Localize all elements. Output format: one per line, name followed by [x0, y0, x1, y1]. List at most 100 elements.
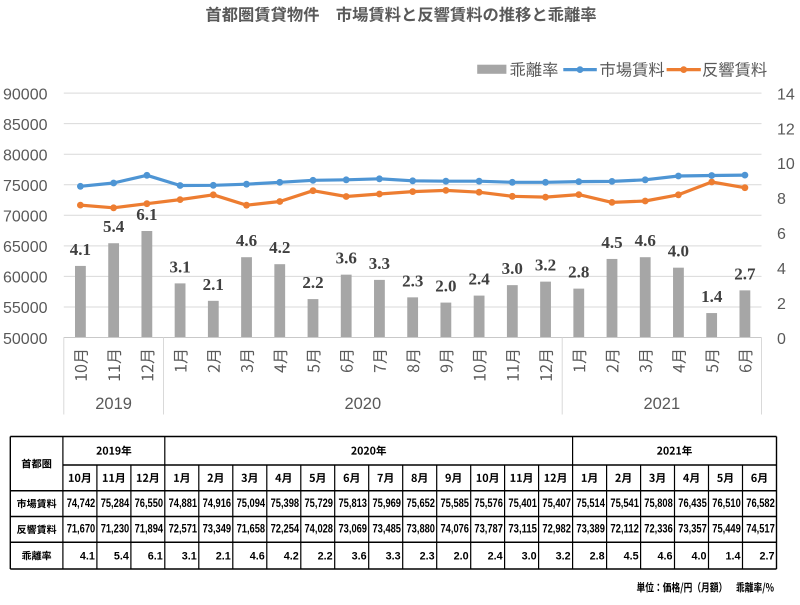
- svg-text:75,585: 75,585: [441, 498, 470, 510]
- svg-text:2.8: 2.8: [590, 551, 605, 563]
- svg-text:76,550: 76,550: [135, 498, 164, 510]
- svg-text:73,389: 73,389: [576, 524, 605, 536]
- svg-text:4.0: 4.0: [691, 551, 706, 563]
- svg-text:75,969: 75,969: [373, 498, 402, 510]
- svg-text:75,652: 75,652: [407, 498, 436, 510]
- svg-text:75,541: 75,541: [610, 498, 639, 510]
- svg-text:75,284: 75,284: [101, 498, 130, 510]
- svg-text:75,407: 75,407: [542, 498, 571, 510]
- svg-text:2.2: 2.2: [302, 273, 323, 292]
- svg-text:4.1: 4.1: [70, 240, 91, 259]
- svg-text:3.6: 3.6: [336, 249, 357, 268]
- svg-text:74,517: 74,517: [746, 524, 775, 536]
- svg-text:80000: 80000: [3, 148, 48, 165]
- svg-text:73,357: 73,357: [678, 524, 707, 536]
- svg-text:73,485: 73,485: [373, 524, 402, 536]
- svg-text:2.1: 2.1: [203, 275, 224, 294]
- svg-text:74,881: 74,881: [169, 498, 198, 510]
- svg-text:1.4: 1.4: [701, 287, 723, 306]
- svg-text:75,729: 75,729: [305, 498, 334, 510]
- svg-text:73,787: 73,787: [474, 524, 503, 536]
- svg-text:73,349: 73,349: [203, 524, 232, 536]
- svg-text:75,401: 75,401: [508, 498, 537, 510]
- svg-text:76,435: 76,435: [678, 498, 707, 510]
- svg-text:72,571: 72,571: [169, 524, 198, 536]
- svg-text:3.3: 3.3: [369, 254, 390, 273]
- svg-text:6.1: 6.1: [136, 205, 157, 224]
- svg-text:76,582: 76,582: [746, 498, 775, 510]
- svg-text:4.6: 4.6: [657, 551, 672, 563]
- svg-text:72,982: 72,982: [542, 524, 571, 536]
- svg-text:71,658: 71,658: [237, 524, 266, 536]
- svg-text:55000: 55000: [3, 300, 48, 317]
- svg-text:3.0: 3.0: [522, 551, 537, 563]
- svg-text:8: 8: [777, 191, 786, 208]
- svg-text:74,916: 74,916: [203, 498, 232, 510]
- svg-text:6: 6: [777, 226, 786, 243]
- svg-text:74,076: 74,076: [441, 524, 470, 536]
- svg-text:10: 10: [777, 156, 795, 173]
- svg-text:4.2: 4.2: [269, 238, 290, 257]
- svg-text:6.1: 6.1: [148, 551, 163, 563]
- svg-text:74,742: 74,742: [67, 498, 96, 510]
- svg-text:2.3: 2.3: [420, 551, 435, 563]
- svg-text:75,398: 75,398: [271, 498, 300, 510]
- svg-text:4.1: 4.1: [80, 551, 95, 563]
- svg-text:2.7: 2.7: [734, 264, 756, 283]
- svg-text:4.5: 4.5: [601, 233, 622, 252]
- svg-text:60000: 60000: [3, 270, 48, 287]
- svg-text:0: 0: [777, 331, 786, 348]
- svg-text:2.4: 2.4: [488, 551, 503, 563]
- svg-text:71,230: 71,230: [101, 524, 130, 536]
- svg-text:5.4: 5.4: [114, 551, 129, 563]
- svg-text:70000: 70000: [3, 209, 48, 226]
- svg-text:4.6: 4.6: [250, 551, 265, 563]
- svg-text:75,094: 75,094: [237, 498, 266, 510]
- svg-text:3.2: 3.2: [556, 551, 571, 563]
- svg-text:72,112: 72,112: [610, 524, 639, 536]
- svg-text:2.0: 2.0: [435, 277, 456, 296]
- svg-text:50000: 50000: [3, 331, 48, 348]
- svg-text:2.0: 2.0: [454, 551, 469, 563]
- svg-text:75,576: 75,576: [474, 498, 503, 510]
- svg-text:2.1: 2.1: [216, 551, 231, 563]
- svg-text:3.3: 3.3: [386, 551, 401, 563]
- svg-text:75000: 75000: [3, 178, 48, 195]
- svg-text:75,808: 75,808: [644, 498, 673, 510]
- svg-text:85000: 85000: [3, 117, 48, 134]
- svg-text:73,880: 73,880: [407, 524, 436, 536]
- svg-text:2: 2: [777, 296, 786, 313]
- svg-text:1.4: 1.4: [725, 551, 740, 563]
- svg-text:2.2: 2.2: [318, 551, 333, 563]
- svg-text:4.5: 4.5: [624, 551, 639, 563]
- svg-text:73,115: 73,115: [508, 524, 537, 536]
- svg-text:3.6: 3.6: [352, 551, 367, 563]
- svg-text:74,028: 74,028: [305, 524, 334, 536]
- svg-text:72,336: 72,336: [644, 524, 673, 536]
- svg-text:14: 14: [777, 86, 795, 103]
- svg-text:90000: 90000: [3, 86, 48, 103]
- svg-text:65000: 65000: [3, 239, 48, 256]
- svg-text:3.2: 3.2: [535, 256, 556, 275]
- svg-text:2.7: 2.7: [759, 551, 774, 563]
- svg-text:5.4: 5.4: [103, 217, 125, 236]
- svg-text:4: 4: [777, 261, 786, 278]
- svg-text:4.6: 4.6: [635, 231, 656, 250]
- svg-text:3.0: 3.0: [502, 259, 523, 278]
- svg-text:4.6: 4.6: [236, 231, 257, 250]
- svg-text:3.1: 3.1: [169, 257, 190, 276]
- svg-text:2.3: 2.3: [402, 271, 423, 290]
- svg-text:12: 12: [777, 121, 795, 138]
- svg-text:72,254: 72,254: [271, 524, 300, 536]
- svg-text:2.8: 2.8: [568, 263, 589, 282]
- svg-text:75,813: 75,813: [339, 498, 368, 510]
- svg-text:73,069: 73,069: [339, 524, 368, 536]
- svg-text:71,894: 71,894: [135, 524, 164, 536]
- svg-text:71,670: 71,670: [67, 524, 96, 536]
- svg-text:75,514: 75,514: [576, 498, 605, 510]
- svg-text:3.1: 3.1: [182, 551, 197, 563]
- svg-text:75,449: 75,449: [712, 524, 741, 536]
- svg-text:2021: 2021: [643, 395, 680, 413]
- svg-text:4.0: 4.0: [668, 242, 689, 261]
- svg-text:4.2: 4.2: [284, 551, 299, 563]
